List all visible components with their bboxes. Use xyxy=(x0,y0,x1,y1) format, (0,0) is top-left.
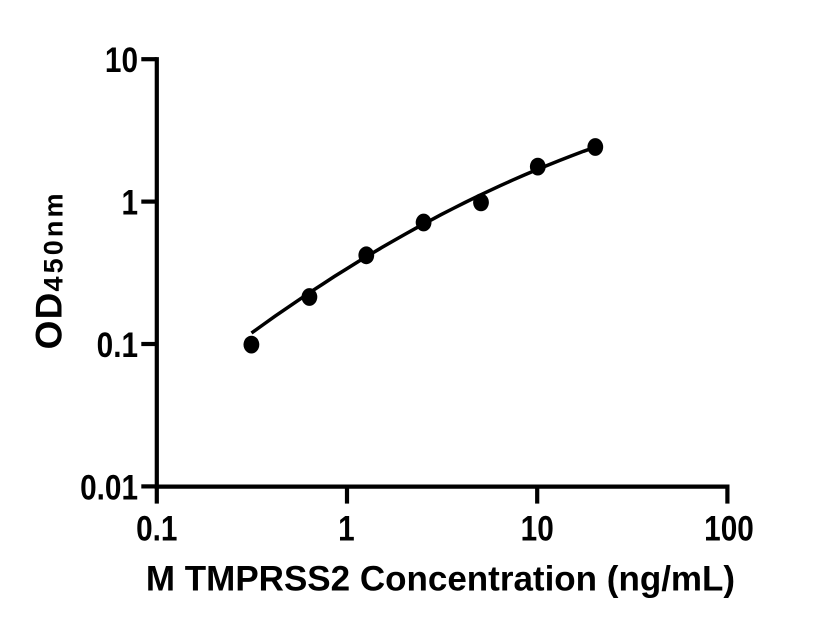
svg-text:100: 100 xyxy=(704,509,754,548)
svg-text:0.01: 0.01 xyxy=(80,468,138,507)
svg-text:0.1: 0.1 xyxy=(97,326,138,365)
svg-text:OD450nm: OD450nm xyxy=(29,190,70,349)
svg-text:1: 1 xyxy=(121,183,138,222)
svg-text:1: 1 xyxy=(338,509,355,548)
svg-text:10: 10 xyxy=(521,509,554,548)
svg-text:10: 10 xyxy=(105,41,138,80)
svg-text:0.1: 0.1 xyxy=(136,509,177,548)
svg-text:M TMPRSS2 Concentration (ng/mL: M TMPRSS2 Concentration (ng/mL) xyxy=(146,560,735,599)
